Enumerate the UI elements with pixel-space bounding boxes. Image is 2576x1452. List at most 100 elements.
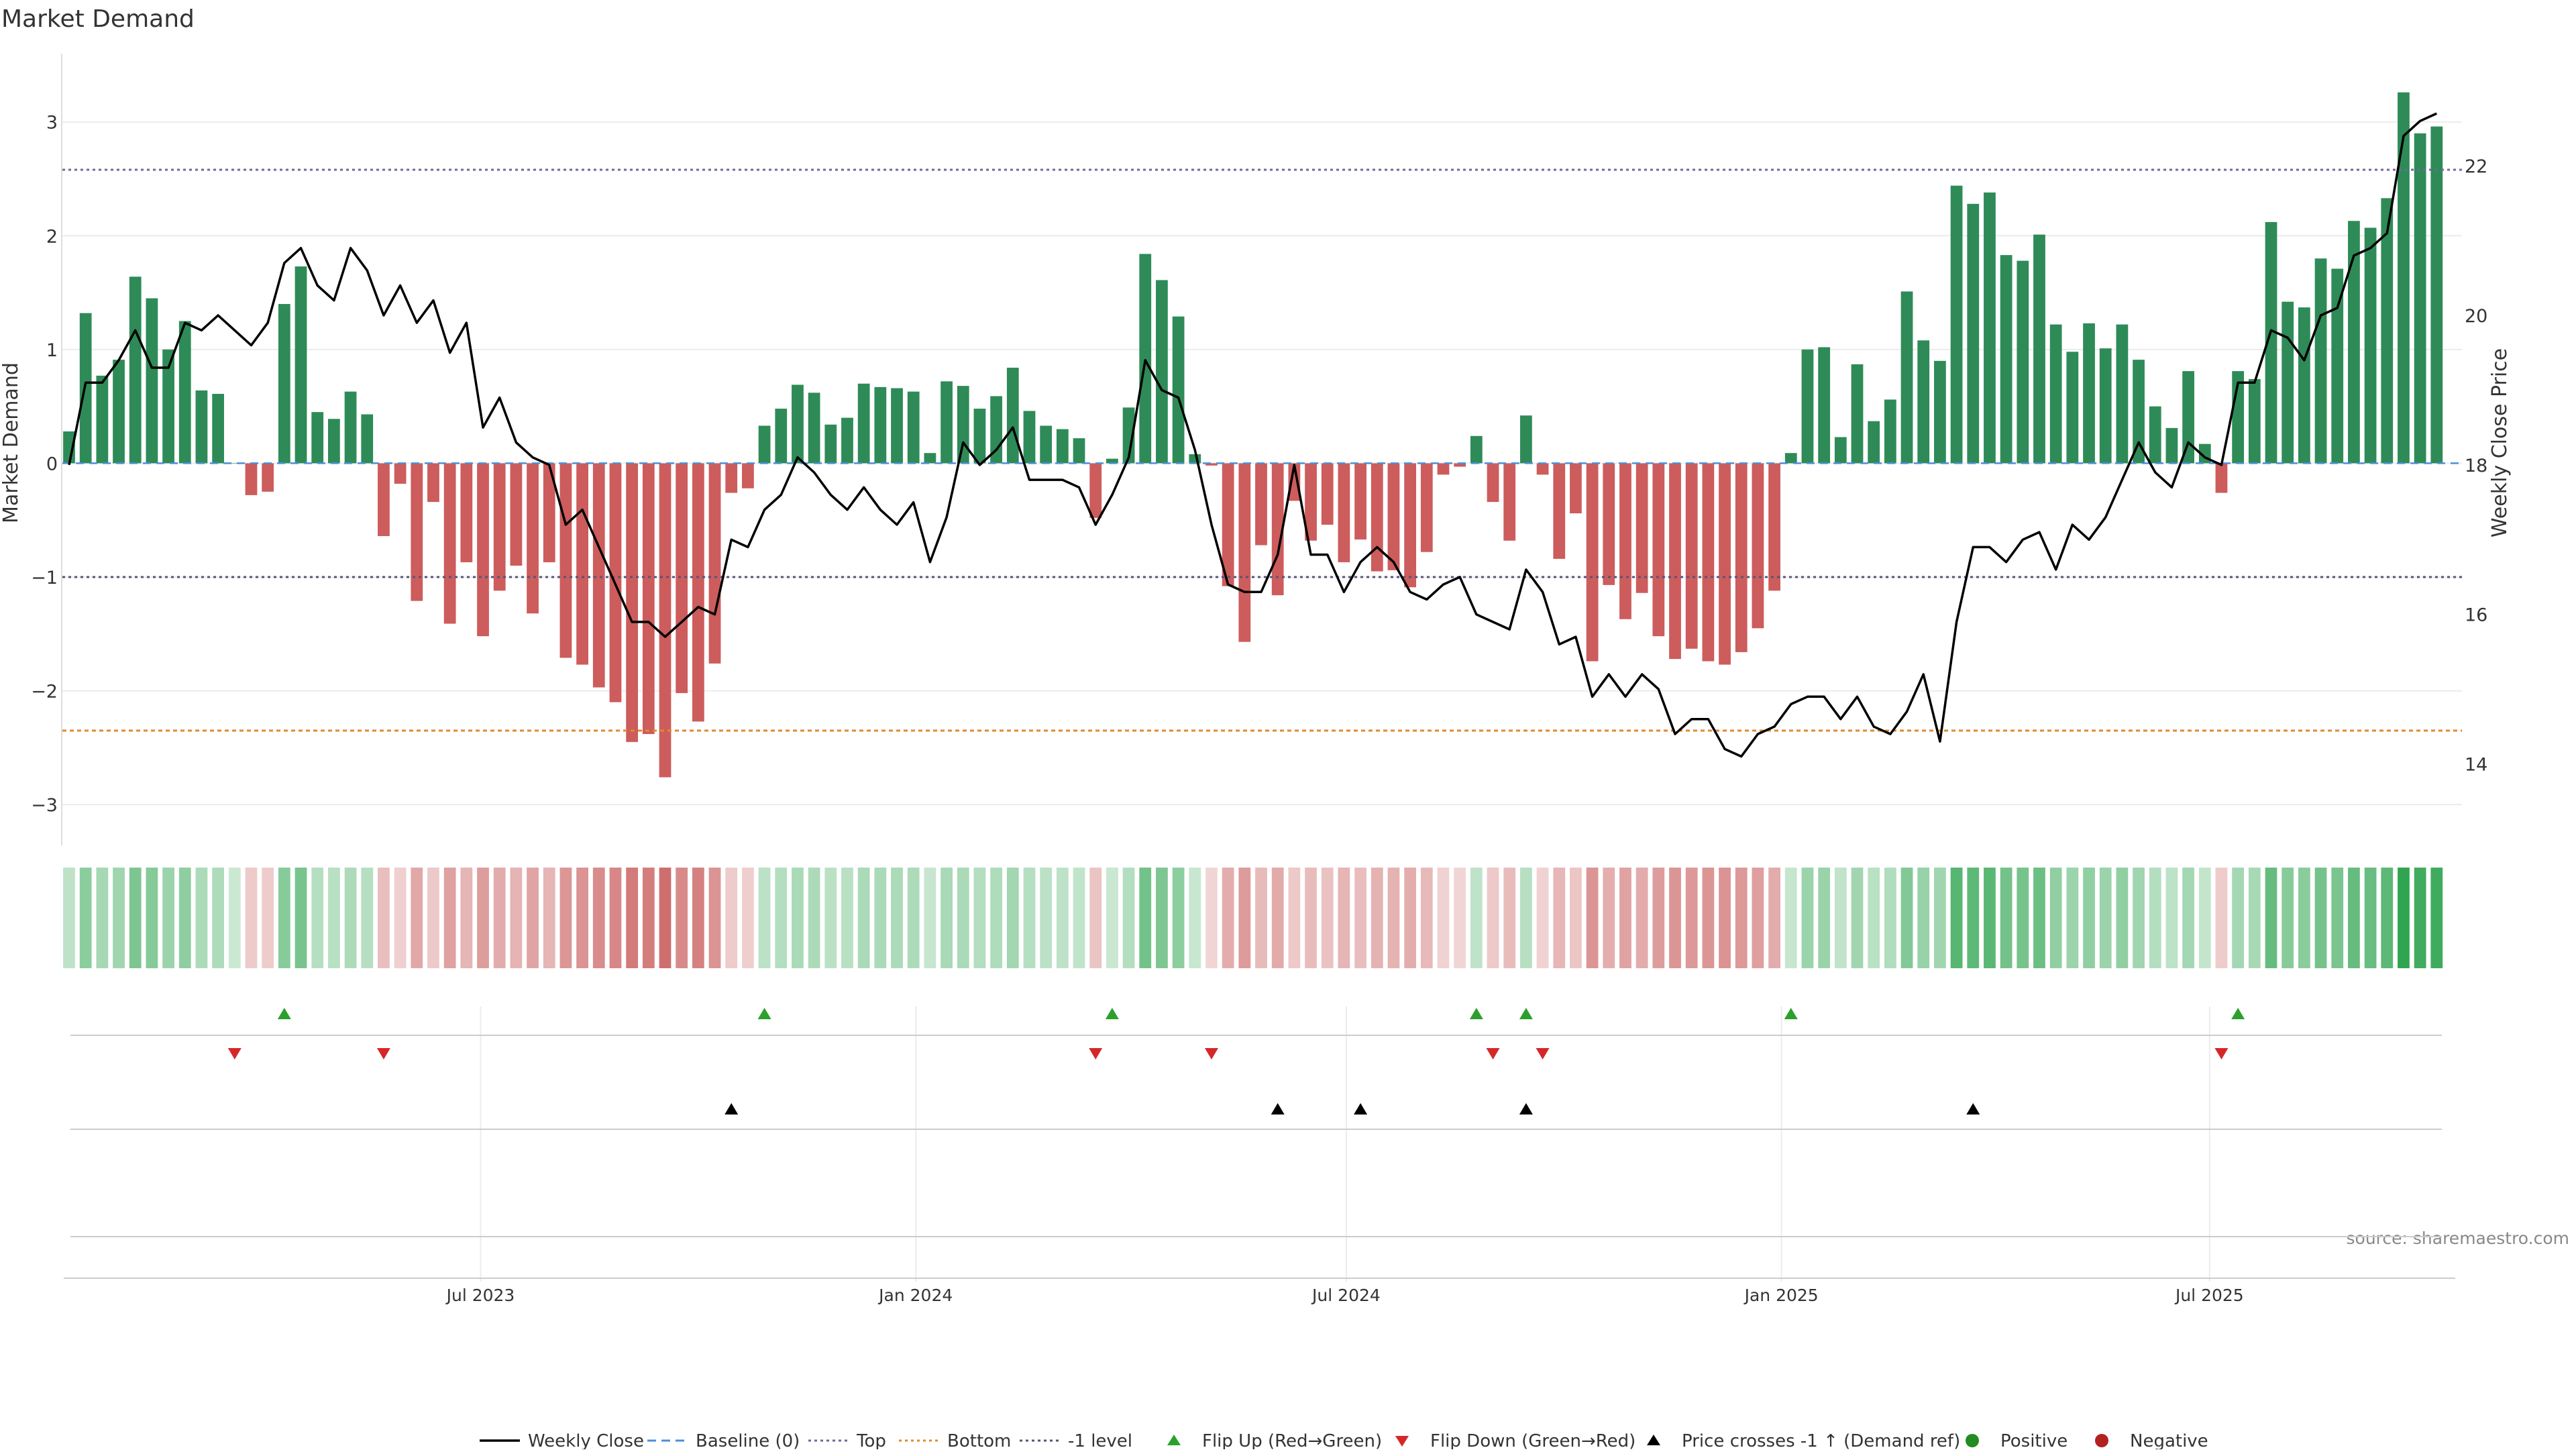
demand-bar bbox=[344, 391, 357, 464]
strip-cell bbox=[2182, 868, 2194, 968]
legend-label: Price crosses -1 ↑ (Demand ref) bbox=[1682, 1431, 1960, 1449]
demand-bar bbox=[1950, 185, 1963, 464]
y-tick-label: 0 bbox=[46, 454, 58, 474]
demand-bar bbox=[1056, 429, 1069, 464]
y-tick-label: 1 bbox=[46, 340, 58, 361]
legend-label: Flip Up (Red→Green) bbox=[1202, 1431, 1382, 1449]
event-panels bbox=[70, 1008, 2442, 1237]
demand-bar bbox=[1288, 463, 1301, 501]
y-axis-label: Market Demand bbox=[0, 362, 23, 523]
demand-bar bbox=[1917, 340, 1930, 464]
strip-cell bbox=[1520, 868, 1532, 968]
y-tick-label: 2 bbox=[46, 226, 58, 247]
strip-cell bbox=[990, 868, 1002, 968]
demand-bar bbox=[2165, 427, 2178, 464]
strip-cell bbox=[1122, 868, 1135, 968]
demand-bar bbox=[1553, 463, 1566, 559]
y2-tick-label: 18 bbox=[2465, 456, 2487, 476]
legend-item: Bottom bbox=[899, 1431, 1011, 1451]
demand-bar bbox=[1752, 463, 1764, 629]
strip-cell bbox=[427, 868, 439, 968]
demand-bar bbox=[824, 424, 837, 464]
demand-bar bbox=[1834, 437, 1847, 464]
demand-bar bbox=[1006, 368, 1019, 464]
y2-tick-label: 22 bbox=[2465, 156, 2487, 177]
strip-cell bbox=[394, 868, 407, 968]
demand-bar bbox=[245, 463, 258, 495]
demand-bar bbox=[178, 321, 191, 464]
strip-cell bbox=[1586, 868, 1599, 968]
strip-cell bbox=[510, 868, 523, 968]
y2-tick-label: 16 bbox=[2465, 605, 2487, 626]
demand-bar bbox=[1900, 291, 1913, 464]
strip-cell bbox=[2066, 868, 2079, 968]
strip-cell bbox=[1371, 868, 1383, 968]
y-tick-label: 3 bbox=[46, 113, 58, 134]
demand-bar bbox=[1702, 463, 1715, 662]
demand-bar bbox=[708, 463, 721, 664]
strip-cell bbox=[2282, 868, 2294, 968]
price-cross-marker bbox=[1519, 1103, 1533, 1114]
strip-cell bbox=[2165, 868, 2178, 968]
legend-item: Weekly Close bbox=[480, 1431, 644, 1451]
flip-down-marker bbox=[1536, 1048, 1550, 1059]
demand-bar bbox=[294, 266, 307, 464]
demand-bar bbox=[2099, 348, 2112, 464]
price-cross-marker bbox=[724, 1103, 739, 1114]
demand-bar bbox=[1404, 463, 1417, 588]
strip-cell bbox=[1056, 868, 1069, 968]
strip-cell bbox=[1238, 868, 1251, 968]
y2-tick-label: 14 bbox=[2465, 755, 2487, 776]
strip-cell bbox=[460, 868, 473, 968]
strip-cell bbox=[1454, 868, 1466, 968]
strip-cell bbox=[1404, 868, 1417, 968]
source-note: source: sharemaestro.com bbox=[2347, 1229, 2570, 1248]
demand-bar bbox=[328, 419, 340, 464]
strip-cell bbox=[676, 868, 688, 968]
strip-cell bbox=[1487, 868, 1499, 968]
strip-cell bbox=[228, 868, 241, 968]
demand-bar bbox=[2314, 258, 2327, 464]
demand-bar bbox=[808, 393, 820, 464]
y2-tick-label: 20 bbox=[2465, 306, 2487, 327]
demand-bar bbox=[2149, 406, 2161, 464]
flip-up-marker bbox=[757, 1008, 771, 1019]
strip-cell bbox=[178, 868, 191, 968]
demand-bar bbox=[278, 304, 290, 464]
strip-cell bbox=[2265, 868, 2277, 968]
strip-cell bbox=[742, 868, 754, 968]
demand-bar bbox=[1122, 407, 1135, 464]
strip-cell bbox=[626, 868, 639, 968]
flip-down-marker bbox=[227, 1048, 241, 1059]
demand-bar bbox=[2248, 378, 2261, 464]
demand-bar bbox=[493, 463, 506, 591]
legend-swatch-triangle-up bbox=[1167, 1435, 1181, 1445]
strip-cell bbox=[1934, 868, 1946, 968]
strip-cell bbox=[1503, 868, 1516, 968]
strip-cell bbox=[1619, 868, 1631, 968]
flip-down-marker bbox=[1089, 1048, 1103, 1059]
strip-cell bbox=[1172, 868, 1185, 968]
demand-bar bbox=[1156, 280, 1168, 464]
x-tick-label: Jan 2025 bbox=[1743, 1286, 1819, 1305]
demand-bar bbox=[1603, 463, 1615, 585]
strip-cell bbox=[1222, 868, 1234, 968]
demand-bar bbox=[212, 394, 225, 464]
demand-bar bbox=[1735, 463, 1748, 652]
strip-cell bbox=[1156, 868, 1168, 968]
demand-bar bbox=[2215, 463, 2228, 493]
strip-cell bbox=[1321, 868, 1334, 968]
flip-up-marker bbox=[1105, 1008, 1119, 1019]
strip-cell bbox=[1652, 868, 1665, 968]
demand-bar bbox=[725, 463, 738, 493]
strip-cell bbox=[1635, 868, 1648, 968]
strip-cell bbox=[1570, 868, 1582, 968]
flip-up-marker bbox=[1469, 1008, 1483, 1019]
legend-item: Top bbox=[808, 1431, 886, 1451]
strip-cell bbox=[2331, 868, 2344, 968]
demand-bar bbox=[626, 463, 639, 742]
strip-cell bbox=[1023, 868, 1036, 968]
demand-bar bbox=[891, 388, 903, 464]
strip-cell bbox=[659, 868, 672, 968]
demand-color-strip bbox=[63, 868, 2443, 968]
